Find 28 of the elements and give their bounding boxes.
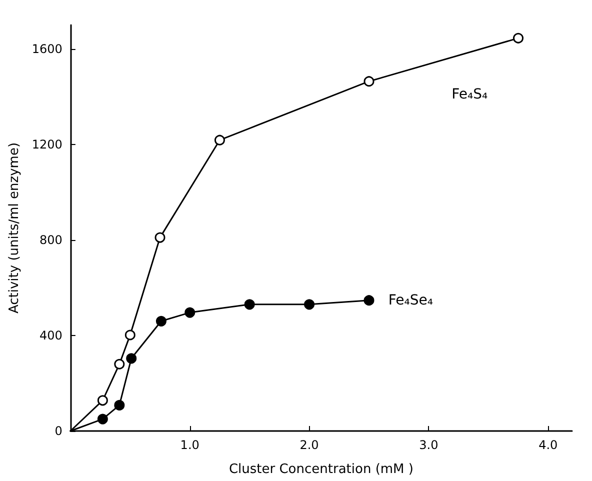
point (114, 400, 125, 410)
point (97, 395, 108, 406)
point (513, 32, 524, 44)
point (214, 134, 225, 146)
y-tick-label: 400 (40, 328, 62, 342)
y-axis-title: Activity (units/ml enzyme) (7, 142, 22, 314)
point (364, 295, 374, 306)
y-tick-label: 0 (54, 424, 62, 438)
y-tick-label: 1600 (32, 42, 62, 56)
point (156, 316, 166, 326)
x-tick-label: 2.0 (300, 438, 319, 452)
point (114, 358, 125, 370)
point (364, 76, 374, 87)
y-tick-label: 800 (40, 232, 62, 247)
x-axis-title: Cluster Concentration (mM ) (228, 462, 414, 477)
point (184, 307, 196, 318)
point (154, 232, 166, 243)
series-label: Fe₄S₄ (452, 86, 488, 102)
point (304, 299, 315, 310)
y-tick-label: 1200 (32, 137, 62, 152)
series-label: Fe₄Se₄ (388, 292, 434, 308)
point (244, 299, 255, 310)
point (97, 414, 108, 424)
x-tick-label: 3.0 (419, 438, 438, 452)
x-tick-label: 4.0 (538, 438, 558, 452)
x-tick-label: 1.0 (180, 438, 200, 452)
point (126, 353, 137, 364)
point (124, 330, 136, 340)
